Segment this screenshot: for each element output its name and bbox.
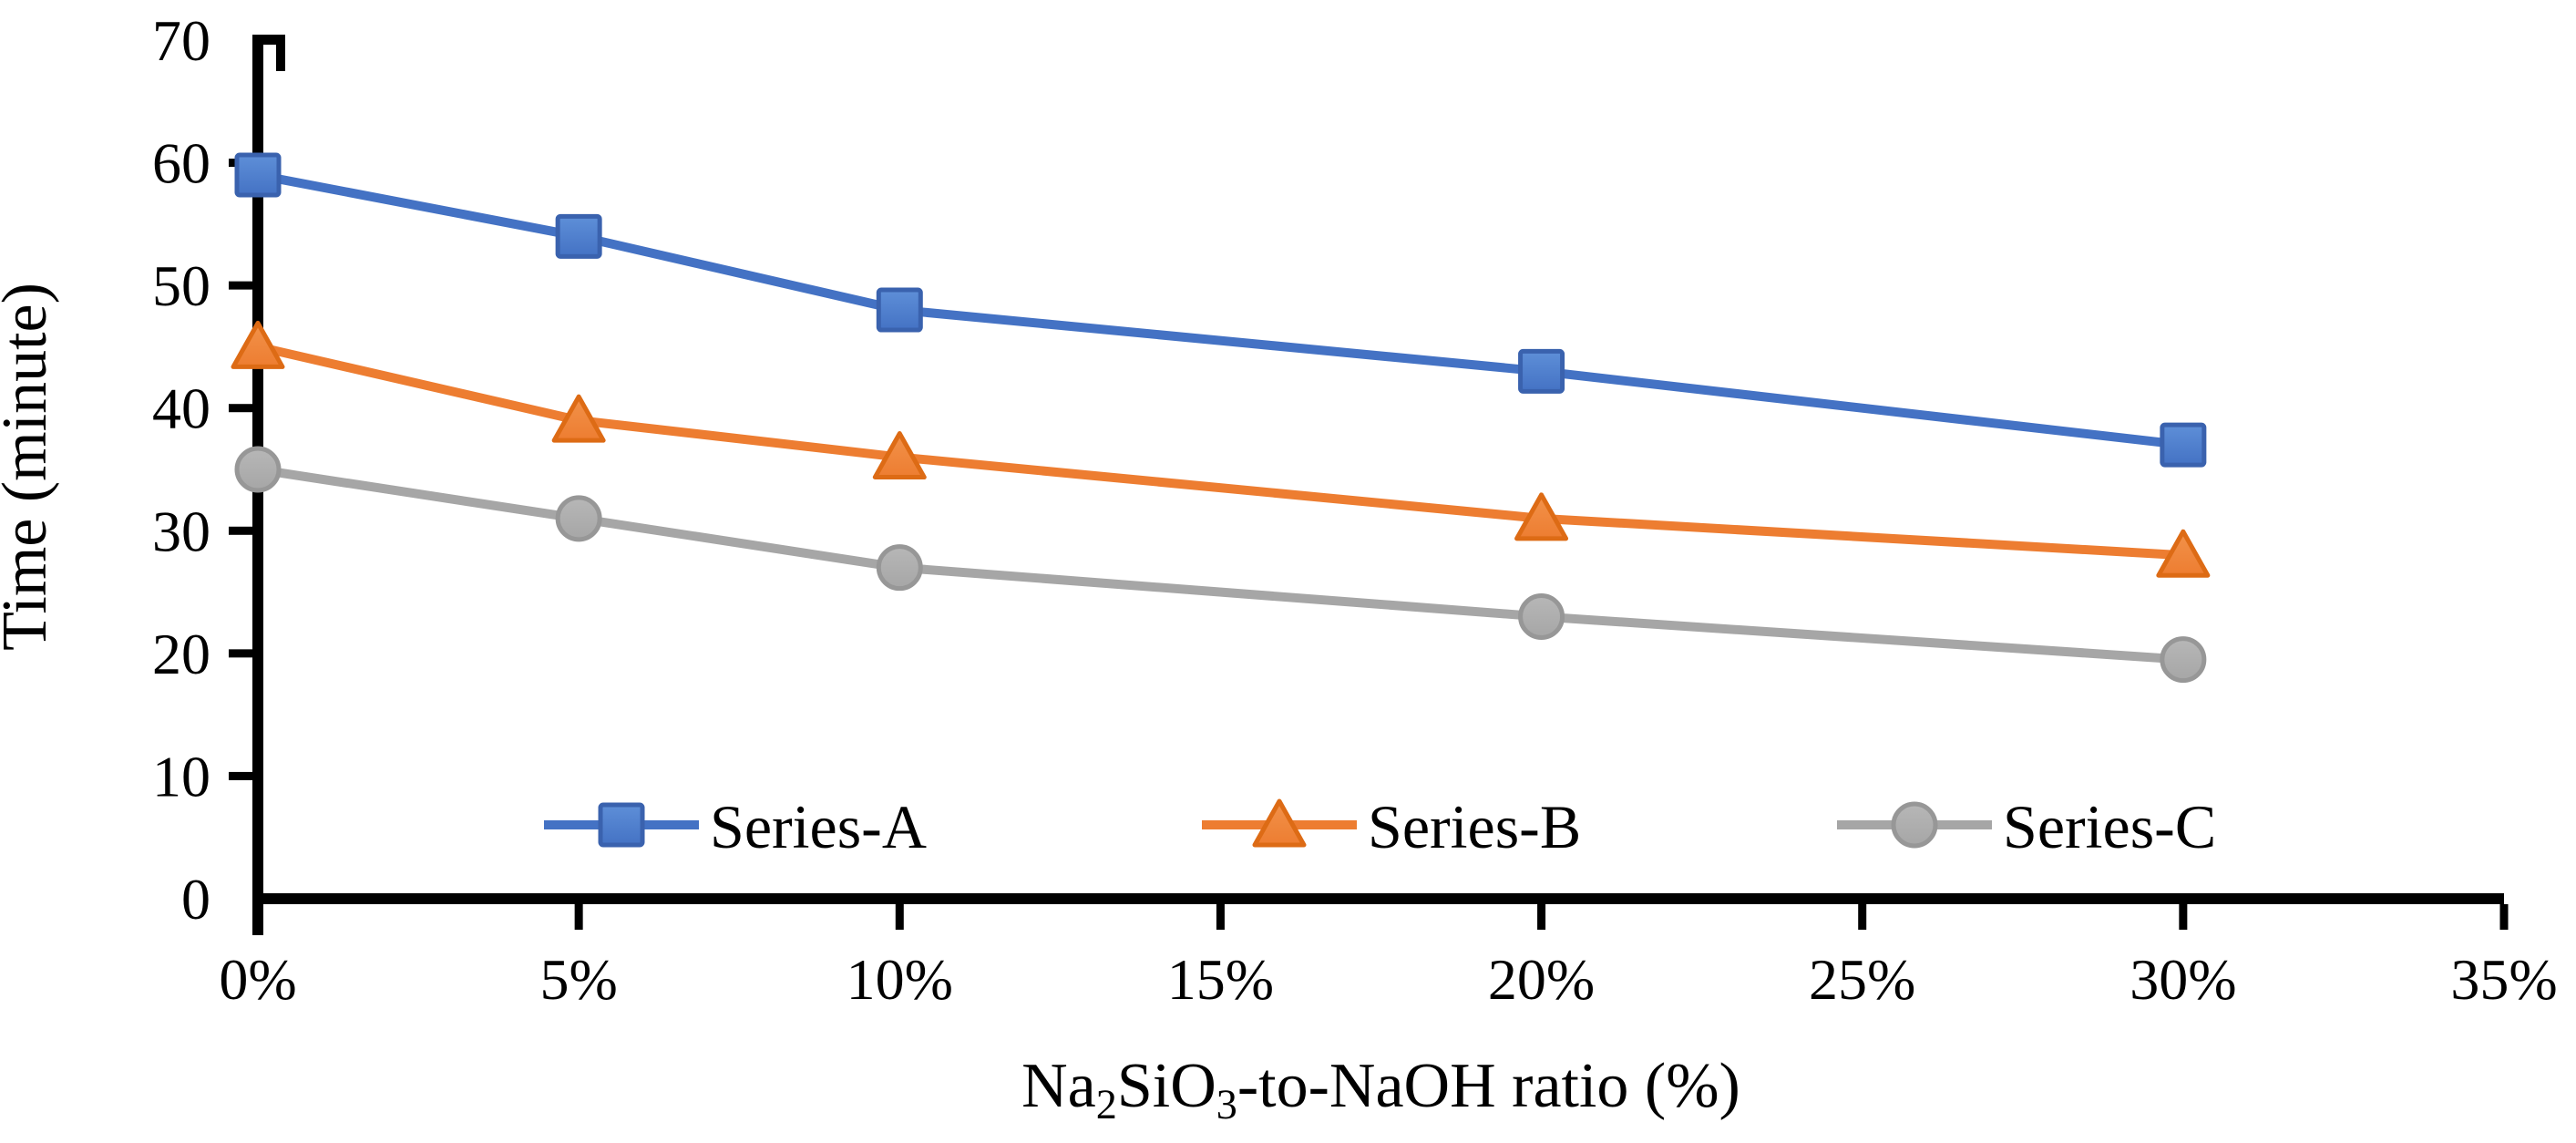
y-tick	[229, 649, 252, 658]
x-tick-label: 25%	[1809, 947, 1915, 1012]
y-tick-label: 70	[152, 8, 210, 73]
series-line-series-a	[257, 170, 2184, 450]
legend-label-series-a: Series-A	[710, 792, 927, 861]
x-tick-label: 15%	[1167, 947, 1274, 1012]
y-tick-label: 0	[181, 867, 210, 932]
series-line-series-b	[256, 342, 2184, 561]
y-tick-label: 40	[152, 376, 210, 441]
series-line-series-c	[257, 465, 2184, 664]
data-point-series-b-5pct-triangle-marker	[551, 394, 606, 443]
y-tick-label: 50	[152, 253, 210, 318]
x-axis-title: Na2SiO3-to-NaOH ratio (%)	[258, 1050, 2504, 1126]
x-axis-title-part: SiO	[1116, 1051, 1216, 1121]
data-point-series-a-5pct-square-marker	[555, 213, 602, 259]
y-tick	[229, 771, 252, 780]
x-tick	[895, 904, 904, 930]
y-tick	[229, 404, 252, 413]
data-point-series-b-20pct-triangle-marker	[1514, 492, 1569, 541]
data-point-series-c-5pct-circle-marker	[555, 495, 602, 542]
x-tick	[1216, 904, 1225, 930]
y-tick-label: 20	[152, 622, 210, 686]
y-tick	[229, 526, 252, 535]
x-tick-label: 5%	[539, 947, 617, 1012]
x-tick-label: 35%	[2450, 947, 2557, 1012]
x-axis-title-part: Na	[1021, 1051, 1096, 1121]
y-tick	[229, 281, 252, 290]
legend-label-series-c: Series-C	[2003, 792, 2216, 861]
x-tick	[1537, 904, 1546, 930]
data-point-series-c-30pct-circle-marker	[2160, 636, 2207, 684]
x-tick	[1858, 904, 1867, 930]
x-tick	[2499, 904, 2509, 930]
data-point-series-a-30pct-square-marker	[2160, 422, 2207, 468]
x-axis-line	[252, 893, 2504, 904]
y-tick-label: 60	[152, 131, 210, 196]
data-point-series-c-0pct-circle-marker	[234, 446, 282, 493]
legend-label-series-b: Series-B	[1368, 792, 1581, 861]
y-axis-top-tick	[252, 35, 285, 45]
x-tick-label: 0%	[219, 947, 296, 1012]
data-point-series-b-30pct-triangle-marker	[2156, 529, 2211, 578]
x-tick-label: 30%	[2130, 947, 2236, 1012]
x-tick	[574, 904, 583, 930]
data-point-series-c-10pct-circle-marker	[876, 544, 923, 592]
legend-series-b-triangle-marker-icon	[1252, 798, 1307, 848]
y-axis-title: Time (minute)	[0, 283, 60, 651]
legend-series-a-square-marker-icon	[598, 802, 645, 848]
data-point-series-b-0pct-triangle-marker	[231, 320, 285, 369]
x-tick-label: 10%	[847, 947, 953, 1012]
data-point-series-a-20pct-square-marker	[1518, 348, 1565, 394]
x-axis-title-subscript: 2	[1095, 1080, 1117, 1128]
legend-series-c-circle-marker-icon	[1891, 801, 1938, 849]
x-tick	[2179, 904, 2188, 930]
y-axis-top-tick-nub	[276, 35, 285, 71]
y-tick-label: 10	[152, 744, 210, 808]
data-point-series-c-20pct-circle-marker	[1518, 592, 1565, 640]
x-axis-title-part: -to-NaOH ratio (%)	[1237, 1051, 1740, 1121]
x-tick-label: 20%	[1488, 947, 1595, 1012]
data-point-series-a-0pct-square-marker	[234, 152, 282, 198]
data-point-series-b-10pct-triangle-marker	[872, 431, 927, 480]
data-point-series-a-10pct-square-marker	[876, 287, 923, 333]
x-axis-title-subscript: 3	[1216, 1080, 1237, 1128]
y-tick-label: 30	[152, 499, 210, 563]
